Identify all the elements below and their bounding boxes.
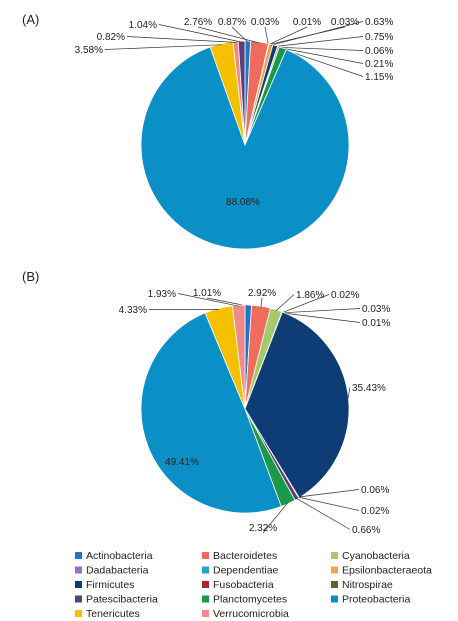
legend-label-dependentiae: Dependentiae bbox=[213, 565, 279, 577]
panel-label-b: (B) bbox=[22, 269, 39, 284]
pie-a-leader-actinobacteria bbox=[231, 26, 249, 43]
pie-b-leader-bacteroidetes bbox=[260, 297, 263, 308]
legend-swatch-planctomycetes bbox=[202, 595, 209, 603]
pie-b-leader-patescibacteria bbox=[296, 497, 351, 530]
pie-a-label-planctomycetes: 1.15% bbox=[365, 72, 393, 83]
legend-label-nitrospirae: Nitrospirae bbox=[342, 579, 393, 591]
pie-b-label-nitrospirae: 0.02% bbox=[361, 506, 389, 517]
pie-a-leader-firmicutes bbox=[274, 36, 364, 47]
legend-swatch-firmicutes bbox=[75, 581, 82, 588]
legend-label-planctomycetes: Planctomycetes bbox=[213, 594, 287, 606]
pie-chart-b: 1.01% 2.92% 1.86% 0.02%0.03%0.01%35.43%0.06… bbox=[119, 288, 391, 536]
legend-swatch-bacteroidetes bbox=[202, 552, 209, 559]
legend-swatch-epsilonbacteraeota bbox=[331, 566, 338, 574]
pie-b-label-tenericutes: 4.33% bbox=[119, 305, 147, 316]
legend-label-proteobacteria: Proteobacteria bbox=[342, 594, 410, 606]
pie-b-leader-nitrospirae bbox=[298, 496, 360, 511]
pie-a-label-patescibacteria: 1.04% bbox=[129, 20, 157, 31]
pie-b-label-verrucomicrobia: 1.93% bbox=[148, 289, 176, 300]
pie-b-label-dadabacteria: 0.02% bbox=[331, 290, 359, 301]
pie-b-label-patescibacteria: 0.66% bbox=[352, 525, 380, 536]
pie-b-leader-dadabacteria bbox=[281, 294, 330, 314]
pie-a-leader-planctomycetes bbox=[282, 48, 364, 77]
legend-label-bacteroidetes: Bacteroidetes bbox=[213, 550, 277, 562]
legend-swatch-fusobacteria bbox=[202, 581, 209, 588]
pie-a-label-epsilonbacteraeota: 0.63% bbox=[365, 17, 393, 28]
pie-b-leader-dependentiae bbox=[281, 308, 361, 314]
pie-a-slice-proteobacteria bbox=[140, 46, 350, 250]
legend: Actinobacteria Bacteroidetes Cyanobacteria… bbox=[75, 550, 432, 620]
legend-swatch-nitrospirae bbox=[331, 581, 338, 588]
pie-a-leader-tenericutes bbox=[104, 44, 222, 50]
pie-chart-a: 0.87% 2.76% 0.03% 0.01% 0.03% 0.63% 0.75% 0.06%… bbox=[75, 17, 393, 250]
legend-swatch-cyanobacteria bbox=[331, 552, 338, 559]
pie-a-label-fusobacteria: 0.06% bbox=[365, 46, 393, 57]
legend-label-tenericutes: Tenericutes bbox=[86, 608, 140, 620]
pie-a-leader-verrucomicrobia bbox=[126, 36, 236, 43]
pie-a-leader-patescibacteria bbox=[158, 24, 242, 43]
legend-label-dadabacteria: Dadabacteria bbox=[86, 565, 149, 577]
legend-swatch-patescibacteria bbox=[75, 595, 82, 603]
legend-label-epsilonbacteraeota: Epsilonbacteraeota bbox=[342, 565, 432, 577]
pie-b-slice-proteobacteria bbox=[140, 312, 282, 514]
pie-a-leader-fusobacteria bbox=[277, 46, 364, 51]
pie-b-label-cyanobacteria: 1.86% bbox=[296, 290, 324, 301]
pie-b-label-dependentiae: 0.03% bbox=[362, 304, 390, 315]
pie-b-label-proteobacteria: 49.41% bbox=[165, 457, 199, 468]
legend-swatch-dadabacteria bbox=[75, 566, 82, 574]
pie-a-leader-bacteroidetes bbox=[197, 26, 260, 44]
pie-a-label-proteobacteria: 88.08% bbox=[226, 197, 260, 208]
legend-swatch-verrucomicrobia bbox=[202, 610, 209, 617]
pie-b-leader-fusobacteria bbox=[298, 489, 360, 498]
pie-a-label-bacteroidetes: 2.76% bbox=[184, 17, 212, 28]
pie-a-leader-nitrospirae bbox=[278, 47, 364, 64]
pie-b-label-firmicutes: 35.43% bbox=[352, 383, 386, 394]
panel-label-a: (A) bbox=[22, 12, 39, 27]
legend-label-firmicutes: Firmicutes bbox=[86, 579, 134, 591]
pie-a-label-nitrospirae: 0.21% bbox=[365, 59, 393, 70]
pie-a-label-dependentiae: 0.03% bbox=[331, 17, 359, 28]
pie-a-label-tenericutes: 3.58% bbox=[75, 45, 103, 56]
pie-a-label-verrucomicrobia: 0.82% bbox=[97, 32, 125, 43]
legend-swatch-dependentiae bbox=[202, 566, 209, 574]
pie-a-label-firmicutes: 0.75% bbox=[365, 32, 393, 43]
legend-swatch-tenericutes bbox=[75, 610, 82, 617]
legend-label-actinobacteria: Actinobacteria bbox=[86, 550, 153, 562]
pie-b-label-actinobacteria: 1.01% bbox=[193, 288, 221, 299]
pie-b-label-fusobacteria: 0.06% bbox=[361, 485, 389, 496]
pie-b-label-planctomycetes: 2.32% bbox=[249, 523, 277, 534]
pie-b-leader-cyanobacteria bbox=[275, 294, 295, 312]
pie-a-label-actinobacteria: 0.87% bbox=[218, 17, 246, 28]
pie-b-label-bacteroidetes: 2.92% bbox=[248, 288, 276, 299]
legend-label-patescibacteria: Patescibacteria bbox=[86, 594, 158, 606]
pie-a-leader-epsilonbacteraeota bbox=[270, 21, 364, 46]
pie-b-leader-epsilonbacteraeota bbox=[281, 312, 361, 323]
legend-label-verrucomicrobia: Verrucomicrobia bbox=[213, 608, 289, 620]
legend-swatch-proteobacteria bbox=[331, 595, 338, 603]
pie-a-leader-dadabacteria bbox=[268, 26, 308, 46]
pie-a-label-dadabacteria: 0.01% bbox=[293, 17, 321, 28]
legend-label-cyanobacteria: Cyanobacteria bbox=[342, 550, 410, 562]
pie-a-leader-cyanobacteria bbox=[264, 26, 269, 45]
pie-a-label-cyanobacteria: 0.03% bbox=[251, 17, 279, 28]
legend-swatch-actinobacteria bbox=[75, 552, 82, 559]
pie-b-label-epsilonbacteraeota: 0.01% bbox=[362, 318, 390, 329]
legend-label-fusobacteria: Fusobacteria bbox=[213, 579, 274, 591]
pie-b-leader-verrucomicrobia bbox=[177, 293, 239, 307]
pie-b-slice-verrucomicrobia bbox=[231, 304, 246, 410]
pie-b-leader-firmicutes bbox=[347, 387, 351, 400]
pie-b-leader-planctomycetes bbox=[262, 502, 289, 534]
